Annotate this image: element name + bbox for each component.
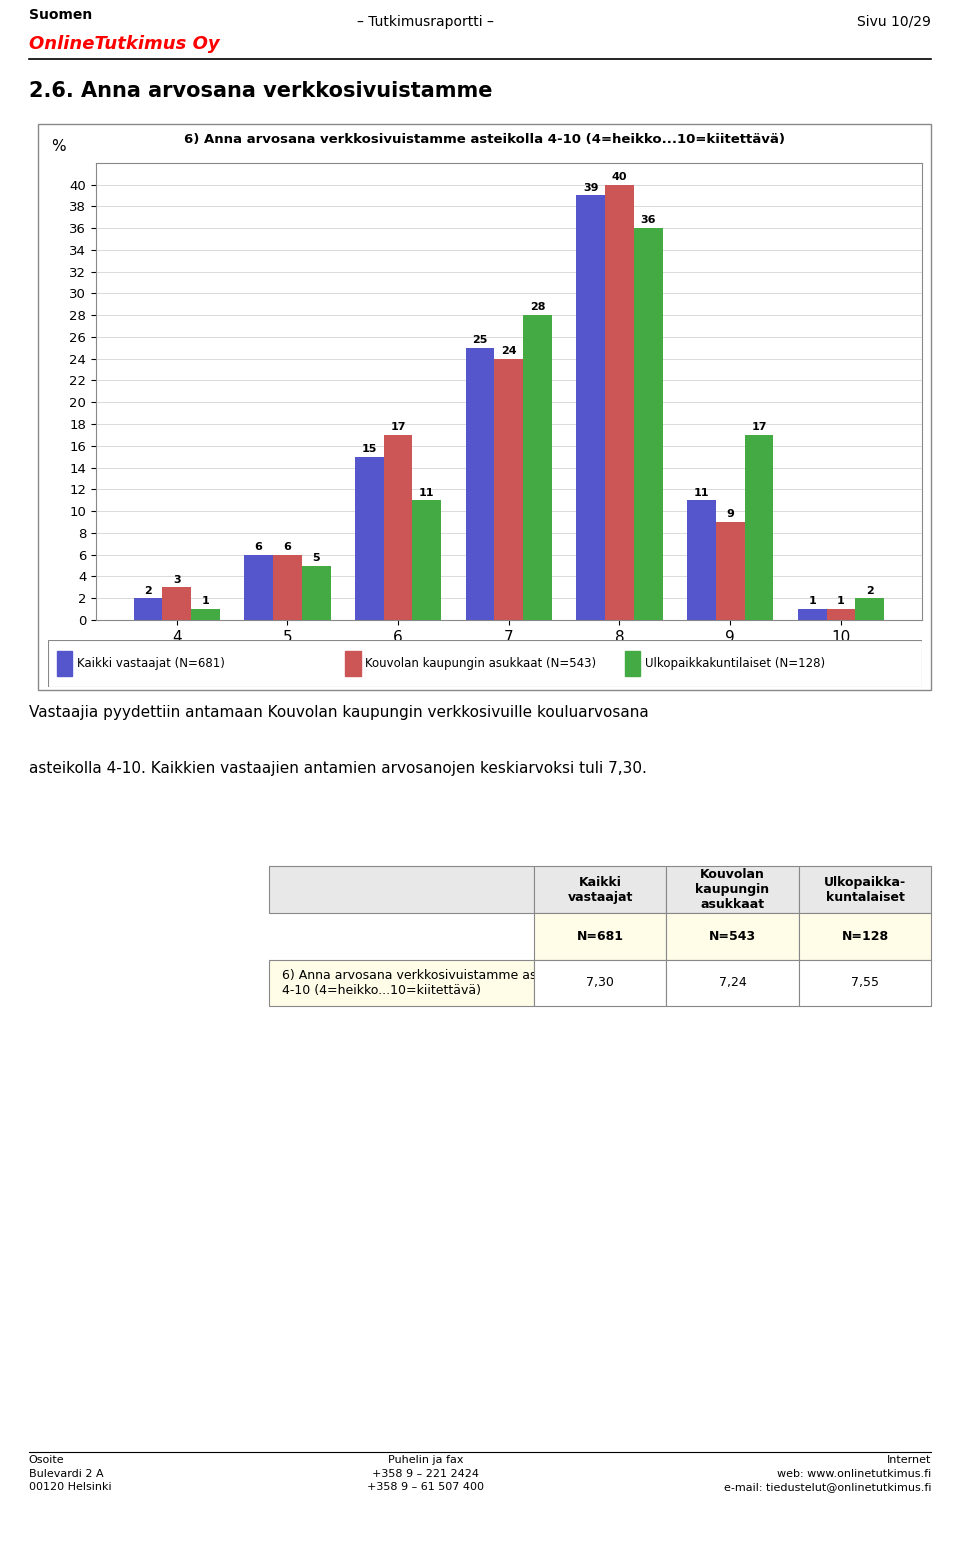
Text: 6) Anna arvosana verkkosivuistamme asteikolla 4-10 (4=heikko...10=kiitettävä): 6) Anna arvosana verkkosivuistamme astei…: [184, 133, 785, 146]
Bar: [345, 651, 361, 676]
Text: 9: 9: [727, 510, 734, 519]
Bar: [133, 598, 162, 620]
Text: Kaikki vastaajat (N=681): Kaikki vastaajat (N=681): [77, 657, 225, 670]
Bar: [244, 555, 273, 620]
Bar: [466, 347, 494, 620]
Bar: [191, 609, 220, 620]
Bar: [798, 609, 827, 620]
Bar: [301, 566, 330, 620]
Text: Vastaajia pyydettiin antamaan Kouvolan kaupungin verkkosivuille kouluarvosana: Vastaajia pyydettiin antamaan Kouvolan k…: [29, 705, 649, 721]
Text: 11: 11: [420, 488, 435, 498]
Text: Osoite
Bulevardi 2 A
00120 Helsinki: Osoite Bulevardi 2 A 00120 Helsinki: [29, 1455, 111, 1491]
Bar: [273, 555, 301, 620]
Text: 2: 2: [144, 586, 152, 595]
Text: Ulkopaikkakuntilaiset (N=128): Ulkopaikkakuntilaiset (N=128): [645, 657, 825, 670]
Text: Suomen: Suomen: [29, 8, 92, 22]
Text: 39: 39: [583, 183, 598, 192]
Text: 25: 25: [472, 335, 488, 346]
Text: 6: 6: [254, 542, 262, 552]
Y-axis label: %: %: [52, 138, 66, 153]
Text: 2.6. Anna arvosana verkkosivuistamme: 2.6. Anna arvosana verkkosivuistamme: [29, 81, 492, 101]
Bar: [413, 501, 442, 620]
Text: 1: 1: [837, 597, 845, 606]
Text: 5: 5: [312, 553, 320, 563]
Text: 2: 2: [866, 586, 874, 595]
Text: 6: 6: [283, 542, 291, 552]
Bar: [162, 587, 191, 620]
Bar: [687, 501, 716, 620]
Bar: [494, 358, 523, 620]
Text: Puhelin ja fax
+358 9 – 221 2424
+358 9 – 61 507 400: Puhelin ja fax +358 9 – 221 2424 +358 9 …: [368, 1455, 485, 1491]
Text: 15: 15: [362, 443, 377, 454]
Bar: [827, 609, 855, 620]
Text: 36: 36: [640, 215, 656, 225]
Text: 1: 1: [808, 597, 816, 606]
Bar: [605, 184, 634, 620]
Bar: [625, 651, 640, 676]
Text: 24: 24: [501, 346, 516, 357]
Text: – Tutkimusraportti –: – Tutkimusraportti –: [357, 14, 494, 28]
Bar: [355, 457, 384, 620]
Bar: [716, 522, 745, 620]
Bar: [745, 436, 774, 620]
Text: Kouvolan kaupungin asukkaat (N=543): Kouvolan kaupungin asukkaat (N=543): [365, 657, 596, 670]
Bar: [57, 651, 72, 676]
Bar: [634, 228, 662, 620]
Text: Internet
web: www.onlinetutkimus.fi
e-mail: tiedustelut@onlinetutkimus.fi: Internet web: www.onlinetutkimus.fi e-ma…: [724, 1455, 931, 1491]
Text: 17: 17: [391, 422, 406, 432]
Bar: [855, 598, 884, 620]
Text: 28: 28: [530, 302, 545, 313]
Text: 3: 3: [173, 575, 180, 584]
Text: 40: 40: [612, 172, 627, 181]
Bar: [576, 195, 605, 620]
Text: 17: 17: [752, 422, 767, 432]
Bar: [384, 436, 413, 620]
Bar: [523, 315, 552, 620]
Text: 1: 1: [202, 597, 209, 606]
Text: 11: 11: [694, 488, 709, 498]
Text: Sivu 10/29: Sivu 10/29: [857, 14, 931, 28]
Text: asteikolla 4-10. Kaikkien vastaajien antamien arvosanojen keskiarvoksi tuli 7,30: asteikolla 4-10. Kaikkien vastaajien ant…: [29, 761, 647, 775]
Text: OnlineTutkimus Oy: OnlineTutkimus Oy: [29, 36, 220, 53]
FancyBboxPatch shape: [48, 640, 922, 687]
